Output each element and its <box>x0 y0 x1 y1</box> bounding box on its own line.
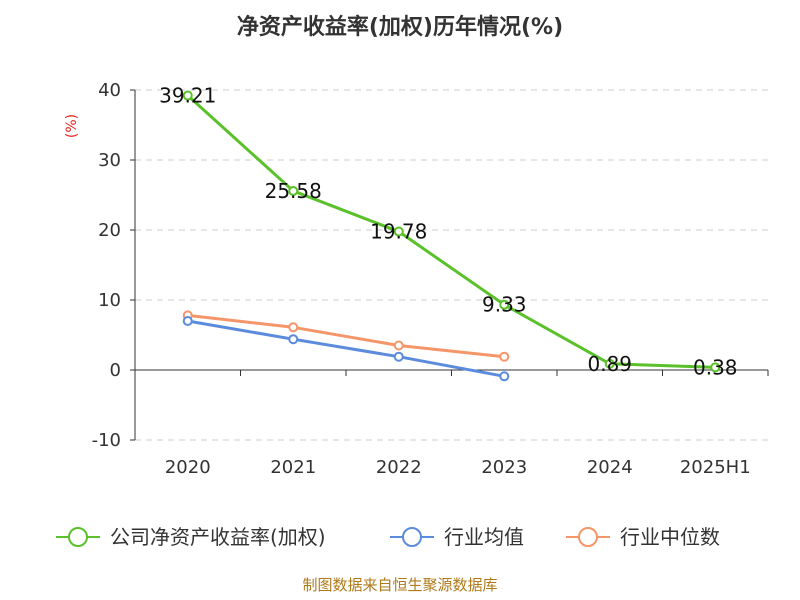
legend-marker <box>68 527 88 547</box>
x-tick-label: 2023 <box>481 457 527 478</box>
x-tick-label: 2024 <box>587 457 633 478</box>
data-point <box>288 322 299 333</box>
series-layer <box>182 90 721 382</box>
legend-marker <box>578 527 598 547</box>
source-note: 制图数据来自恒生聚源数据库 <box>302 576 497 594</box>
legend-label: 行业均值 <box>444 525 524 549</box>
data-point <box>182 316 193 326</box>
y-axis-unit-label: (%) <box>64 114 80 138</box>
x-tick-label: 2020 <box>165 457 211 478</box>
legend-label: 公司净资产收益率(加权) <box>110 525 326 549</box>
y-tick-label: 40 <box>98 80 121 101</box>
chart-title: 净资产收益率(加权)历年情况(%) <box>237 14 563 40</box>
data-label: 9.33 <box>482 293 527 317</box>
data-label: 39.21 <box>159 84 216 108</box>
data-point <box>393 351 404 362</box>
legend: 公司净资产收益率(加权) 行业均值 行业中位数 <box>56 525 720 549</box>
x-tick-label: 2021 <box>270 457 316 478</box>
data-label: 19.78 <box>370 220 427 244</box>
x-tick-label: 2022 <box>376 457 422 478</box>
data-point <box>393 340 404 351</box>
grid-lines <box>135 89 768 441</box>
data-label: 0.38 <box>693 355 738 379</box>
data-point <box>604 358 615 369</box>
x-tick-label: 2025H1 <box>680 457 751 478</box>
y-tick-label: -10 <box>92 430 121 451</box>
data-labels: 39.21 25.58 19.78 9.33 0.89 0.38 <box>159 84 737 380</box>
y-tick-label: 10 <box>98 290 121 311</box>
data-point <box>288 185 299 196</box>
data-label: 0.89 <box>587 352 632 376</box>
series-line <box>186 94 716 369</box>
data-point <box>499 371 510 382</box>
data-point <box>499 299 510 310</box>
data-point <box>288 334 299 345</box>
legend-marker <box>402 527 422 547</box>
y-tick-label: 20 <box>98 220 121 241</box>
legend-label: 行业中位数 <box>620 525 720 549</box>
data-label: 25.58 <box>265 179 322 203</box>
data-point <box>710 362 721 373</box>
y-tick-label: 0 <box>110 360 121 381</box>
data-point <box>182 90 193 101</box>
data-point <box>499 351 510 362</box>
series-line <box>187 313 505 359</box>
series-line <box>187 319 505 378</box>
data-point <box>393 226 404 237</box>
y-tick-label: 30 <box>98 150 121 171</box>
axes: -10 0 10 20 30 40 2020 2021 2022 2023 2024 2025H1 <box>92 80 769 478</box>
